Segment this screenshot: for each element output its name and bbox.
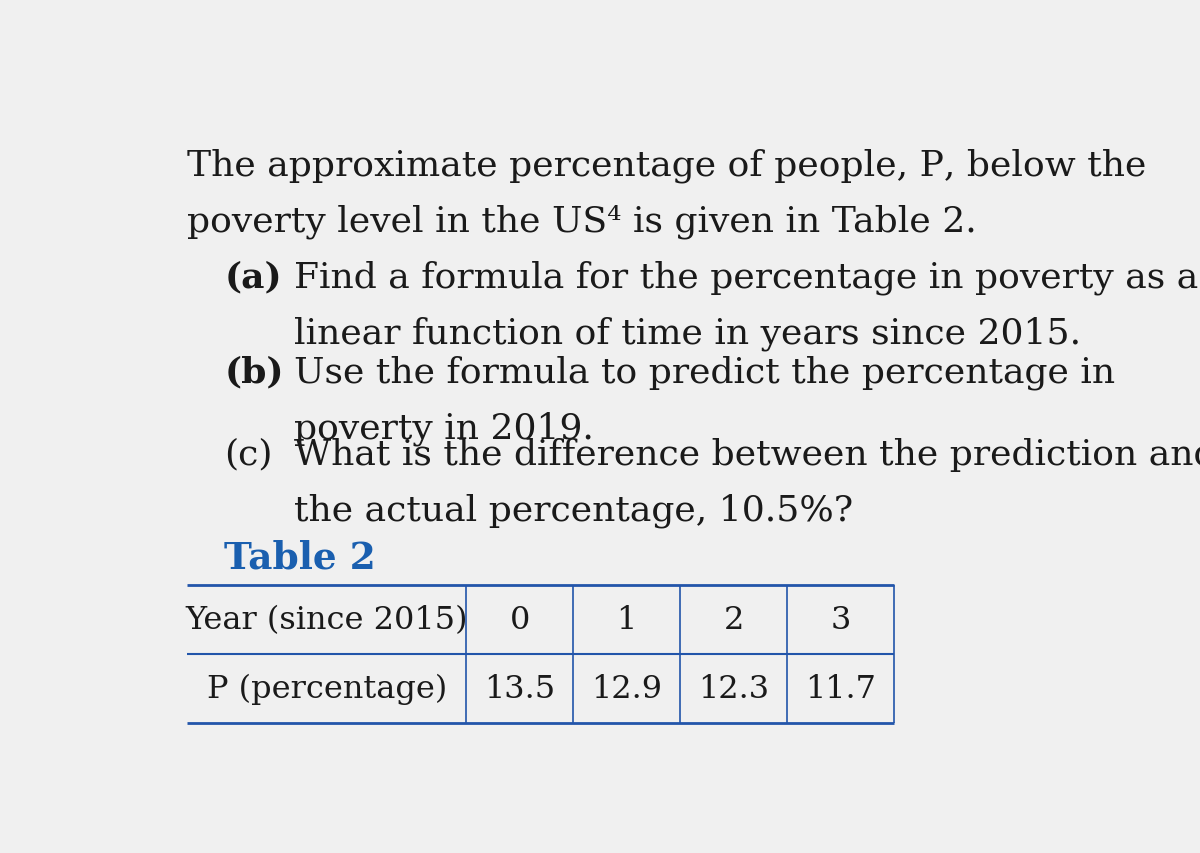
Text: Table 2: Table 2 — [224, 539, 376, 576]
Text: P (percentage): P (percentage) — [206, 673, 446, 705]
Text: (c): (c) — [224, 438, 272, 472]
Text: (a): (a) — [224, 260, 282, 294]
Text: linear function of time in years since 2015.: linear function of time in years since 2… — [294, 316, 1081, 351]
Text: poverty level in the US⁴ is given in Table 2.: poverty level in the US⁴ is given in Tab… — [187, 204, 977, 239]
Text: 12.9: 12.9 — [592, 673, 662, 704]
Text: 11.7: 11.7 — [805, 673, 876, 704]
Text: Year (since 2015): Year (since 2015) — [186, 604, 468, 635]
Text: poverty in 2019.: poverty in 2019. — [294, 411, 594, 445]
Text: 1: 1 — [617, 604, 637, 635]
Text: the actual percentage, 10.5%?: the actual percentage, 10.5%? — [294, 493, 853, 528]
Text: Use the formula to predict the percentage in: Use the formula to predict the percentag… — [294, 355, 1115, 390]
Text: 3: 3 — [830, 604, 851, 635]
Text: 12.3: 12.3 — [698, 673, 769, 704]
Text: (b): (b) — [224, 355, 284, 389]
Text: 0: 0 — [510, 604, 530, 635]
Text: The approximate percentage of people, ​P​, below the: The approximate percentage of people, ​P… — [187, 148, 1146, 183]
Text: Find a formula for the percentage in poverty as a: Find a formula for the percentage in pov… — [294, 260, 1199, 294]
Text: 13.5: 13.5 — [484, 673, 556, 704]
Text: What is the difference between the prediction and: What is the difference between the predi… — [294, 438, 1200, 472]
Text: 2: 2 — [724, 604, 744, 635]
